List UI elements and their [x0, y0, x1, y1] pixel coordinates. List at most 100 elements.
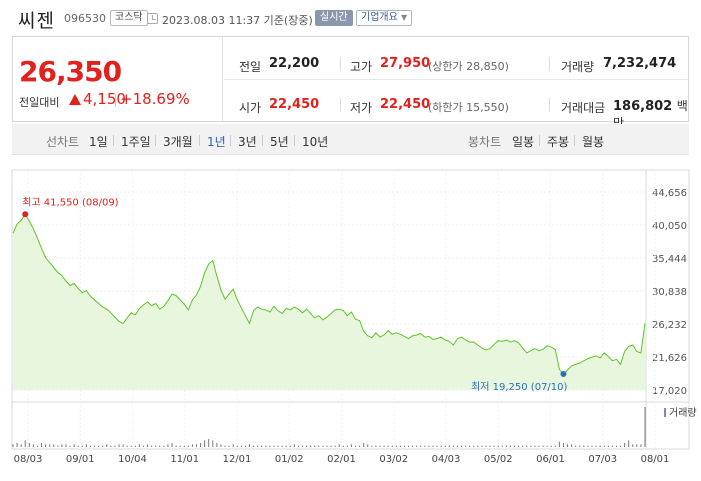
volume-bar	[318, 445, 320, 447]
low-cell: 저가 22,450 (하한가 15,550)	[350, 84, 555, 126]
volume-bar	[36, 445, 38, 447]
chart-type-bar: 선차트 1일 1주일 3개월 1년 3년 5년 10년 봉차트 일봉 주봉 월봉	[12, 124, 689, 155]
volume-bar	[265, 445, 267, 447]
tab-5y[interactable]: 5년	[270, 135, 289, 149]
volume-bar	[452, 445, 454, 447]
volume-bar	[212, 440, 214, 447]
volume-bar	[163, 445, 165, 447]
volume-bar	[607, 445, 609, 447]
volume-bar	[45, 444, 47, 447]
volume-bar	[94, 445, 96, 447]
volume-value: 7,232,474	[603, 56, 677, 71]
realtime-button[interactable]: 실시간	[315, 10, 353, 26]
volume-bar	[562, 443, 564, 447]
low-value: 22,450	[380, 97, 431, 112]
current-price: 26,350	[19, 55, 122, 88]
volume-bar	[355, 445, 357, 447]
amount-label: 거래대금	[561, 101, 606, 115]
volume-bar	[416, 445, 418, 447]
price-line	[12, 213, 646, 375]
tab-10y[interactable]: 10년	[302, 135, 329, 149]
volume-bar	[240, 445, 242, 447]
volume-bar	[591, 445, 593, 447]
x-tick-label: 04/03	[432, 454, 461, 465]
volume-bar	[310, 445, 312, 447]
high-marker	[22, 211, 29, 218]
x-tick-label: 08/03	[14, 454, 43, 465]
volume-cell: 거래량 7,232,474	[561, 43, 689, 85]
divider	[340, 57, 341, 71]
volume-bar	[147, 444, 149, 447]
tab-3y[interactable]: 3년	[238, 135, 257, 149]
volume-bar	[102, 445, 104, 447]
volume-bar	[367, 444, 369, 447]
volume-bar	[611, 445, 613, 447]
volume-bar	[371, 445, 373, 447]
open-cell: 시가 22,450	[239, 84, 339, 126]
volume-bar	[363, 443, 365, 447]
low-annotation: 최저 19,250 (07/10)	[471, 381, 567, 393]
price-area	[13, 214, 645, 390]
volume-bar	[375, 445, 377, 447]
volume-bar	[436, 445, 438, 447]
high-value: 27,950	[380, 56, 431, 71]
y-tick-label: 35,444	[652, 254, 687, 265]
volume-bar	[248, 444, 250, 447]
volume-legend-swatch	[664, 408, 666, 417]
volume-bar	[216, 443, 218, 447]
volume-bar	[191, 444, 193, 447]
tab-daily[interactable]: 일봉	[512, 135, 535, 149]
open-value: 22,450	[269, 97, 320, 112]
volume-bar	[285, 445, 287, 447]
divider	[230, 135, 231, 146]
tab-1w[interactable]: 1주일	[121, 135, 151, 149]
volume-bar	[428, 445, 430, 447]
company-info-button[interactable]: 기업개요 ▼	[356, 10, 413, 26]
volume-bar	[334, 445, 336, 447]
volume-bar	[220, 444, 222, 447]
volume-bar	[24, 440, 26, 447]
volume-bar	[134, 445, 136, 447]
volume-bar	[636, 444, 638, 447]
volume-bar	[232, 444, 234, 447]
volume-bar	[200, 443, 202, 447]
volume-bar	[640, 444, 642, 447]
volume-bar	[57, 445, 59, 447]
y-tick-label: 21,626	[652, 353, 687, 364]
volume-bar	[281, 445, 283, 447]
volume-bar	[595, 445, 597, 447]
tab-monthly[interactable]: 월봉	[582, 135, 605, 149]
volume-bar	[130, 445, 132, 447]
volume-bar	[599, 445, 601, 447]
volume-bar	[408, 445, 410, 447]
volume-bar	[142, 445, 144, 447]
volume-bar	[440, 445, 442, 447]
divider	[539, 135, 540, 146]
tab-weekly[interactable]: 주봉	[547, 135, 570, 149]
volume-bar	[261, 445, 263, 447]
quote-datetime: 2023.08.03 11:37 기준(장중)	[162, 14, 313, 27]
change-label: 전일대비	[19, 96, 60, 109]
chevron-down-icon: ▼	[401, 13, 408, 22]
volume-bar	[65, 444, 67, 447]
x-tick-label: 06/01	[536, 454, 565, 465]
volume-bar	[481, 445, 483, 447]
volume-bar	[159, 445, 161, 447]
tab-1d[interactable]: 1일	[89, 135, 108, 149]
candle-chart-label: 봉차트	[468, 135, 502, 149]
clock-icon	[147, 13, 158, 24]
volume-bar	[269, 445, 271, 447]
volume-bar	[493, 445, 495, 447]
tab-3m[interactable]: 3개월	[163, 135, 193, 149]
volume-bar	[550, 445, 552, 447]
volume-bar	[546, 445, 548, 447]
tab-1y[interactable]: 1년	[207, 135, 226, 149]
volume-bar	[187, 445, 189, 447]
volume-bar	[489, 445, 491, 447]
volume-bar	[228, 445, 230, 447]
volume-bar	[122, 444, 124, 447]
volume-bar	[151, 445, 153, 447]
volume-bar	[542, 445, 544, 447]
volume-bar	[253, 445, 255, 447]
